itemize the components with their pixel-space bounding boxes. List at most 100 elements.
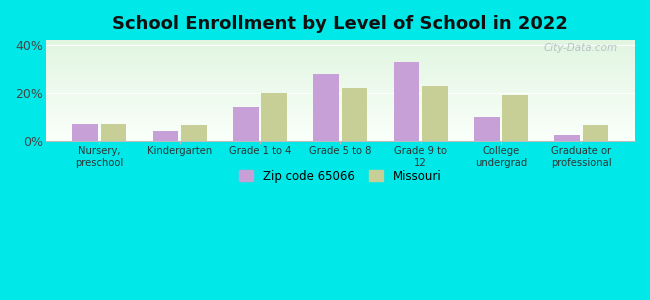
- Bar: [46, 135, 635, 136]
- Bar: [46, 127, 635, 128]
- Title: School Enrollment by Level of School in 2022: School Enrollment by Level of School in …: [112, 15, 568, 33]
- Bar: [46, 61, 635, 62]
- Bar: [46, 69, 635, 70]
- Bar: [46, 118, 635, 119]
- Bar: [46, 130, 635, 131]
- Bar: [46, 90, 635, 92]
- Bar: [46, 132, 635, 133]
- Bar: [46, 114, 635, 115]
- Bar: [46, 40, 635, 41]
- Bar: [153, 131, 179, 141]
- Bar: [72, 124, 98, 141]
- Bar: [101, 124, 126, 141]
- Bar: [46, 62, 635, 63]
- Bar: [46, 136, 635, 137]
- Bar: [46, 77, 635, 78]
- Bar: [422, 86, 448, 141]
- Bar: [502, 95, 528, 141]
- Bar: [46, 70, 635, 71]
- Bar: [46, 45, 635, 46]
- Bar: [46, 64, 635, 65]
- Bar: [46, 108, 635, 109]
- Bar: [46, 43, 635, 44]
- Bar: [46, 83, 635, 84]
- Bar: [46, 41, 635, 42]
- Bar: [46, 52, 635, 53]
- Bar: [46, 116, 635, 117]
- Bar: [46, 120, 635, 121]
- Bar: [233, 107, 259, 141]
- Bar: [46, 49, 635, 50]
- Bar: [46, 88, 635, 89]
- Bar: [313, 74, 339, 141]
- Bar: [46, 134, 635, 135]
- Bar: [46, 138, 635, 139]
- Bar: [341, 88, 367, 141]
- Bar: [46, 101, 635, 103]
- Bar: [46, 112, 635, 114]
- Bar: [46, 75, 635, 76]
- Bar: [46, 42, 635, 43]
- Bar: [46, 106, 635, 108]
- Bar: [46, 72, 635, 73]
- Bar: [46, 98, 635, 100]
- Bar: [46, 111, 635, 112]
- Bar: [474, 117, 500, 141]
- Bar: [46, 121, 635, 122]
- Bar: [46, 56, 635, 57]
- Bar: [181, 125, 207, 141]
- Bar: [46, 81, 635, 83]
- Bar: [46, 110, 635, 111]
- Bar: [46, 76, 635, 77]
- Bar: [46, 117, 635, 118]
- Bar: [46, 123, 635, 124]
- Bar: [46, 95, 635, 97]
- Bar: [46, 139, 635, 140]
- Bar: [46, 100, 635, 101]
- Bar: [46, 67, 635, 68]
- Bar: [46, 63, 635, 64]
- Bar: [46, 140, 635, 141]
- Bar: [46, 122, 635, 123]
- Bar: [46, 71, 635, 72]
- Bar: [46, 68, 635, 69]
- Bar: [46, 50, 635, 51]
- Bar: [582, 125, 608, 141]
- Bar: [46, 129, 635, 130]
- Bar: [46, 100, 635, 101]
- Bar: [46, 65, 635, 66]
- Bar: [46, 84, 635, 86]
- Bar: [46, 104, 635, 106]
- Bar: [46, 73, 635, 74]
- Bar: [46, 103, 635, 104]
- Bar: [46, 137, 635, 138]
- Bar: [46, 87, 635, 88]
- Bar: [46, 128, 635, 129]
- Bar: [46, 60, 635, 61]
- Text: City-Data.com: City-Data.com: [543, 43, 618, 53]
- Bar: [46, 78, 635, 80]
- Bar: [46, 97, 635, 98]
- Bar: [46, 74, 635, 75]
- Bar: [46, 47, 635, 48]
- Bar: [554, 135, 580, 141]
- Bar: [46, 66, 635, 67]
- Bar: [394, 62, 419, 141]
- Bar: [46, 80, 635, 81]
- Bar: [46, 51, 635, 52]
- Bar: [46, 44, 635, 45]
- Bar: [46, 55, 635, 56]
- Bar: [46, 59, 635, 60]
- Bar: [46, 54, 635, 55]
- Bar: [261, 93, 287, 141]
- Bar: [46, 131, 635, 132]
- Bar: [46, 92, 635, 94]
- Bar: [46, 82, 635, 83]
- Bar: [46, 57, 635, 58]
- Bar: [46, 86, 635, 87]
- Bar: [46, 109, 635, 110]
- Bar: [46, 115, 635, 116]
- Bar: [46, 53, 635, 54]
- Bar: [46, 125, 635, 126]
- Bar: [46, 124, 635, 125]
